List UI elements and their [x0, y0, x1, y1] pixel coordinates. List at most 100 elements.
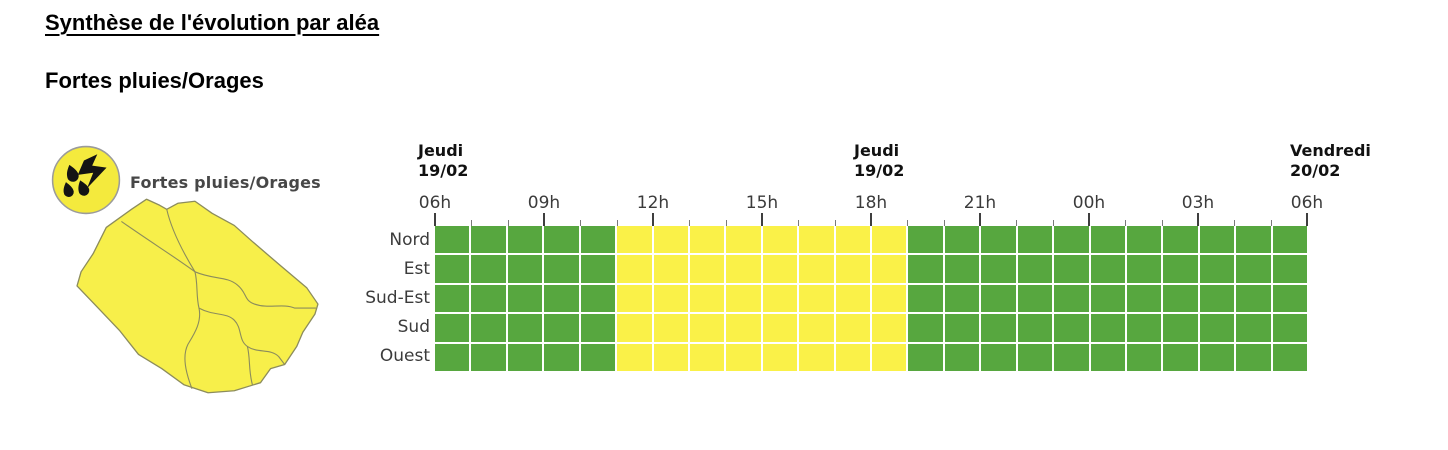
hour-tick: [434, 213, 436, 226]
timeline-cell: [689, 314, 725, 342]
date-marker: Jeudi 19/02: [418, 141, 469, 180]
page-title: Synthèse de l'évolution par aléa: [45, 10, 380, 35]
timeline-cell: [1163, 255, 1198, 283]
row-label: Est: [403, 259, 430, 279]
timeline-cell: [1017, 314, 1053, 342]
hour-tick: [979, 213, 981, 226]
rain-lightning-icon: [50, 144, 122, 220]
timeline-cell: [835, 255, 870, 283]
hour-tick: [1088, 213, 1090, 226]
hour-label: 15h: [745, 193, 779, 213]
timeline-cell: [1236, 255, 1271, 283]
hour-label: 06h: [418, 193, 452, 213]
timeline-cell: [1090, 284, 1125, 313]
timeline-cell: [908, 226, 943, 254]
timeline-cell: [435, 343, 470, 371]
hour-tick: [543, 213, 545, 226]
timeline-cell: [653, 284, 688, 313]
reunion-map: [73, 195, 325, 397]
hour-tick: [507, 220, 509, 226]
timeline-cell: [1236, 226, 1271, 254]
timeline-cell: [653, 343, 688, 371]
timeline-cell: [507, 255, 543, 283]
timeline-cell: [1199, 343, 1235, 371]
timeline-cell: [835, 343, 870, 371]
hour-tick: [725, 220, 727, 226]
timeline-cell: [507, 343, 543, 371]
timeline-cell: [471, 314, 506, 342]
timeline-cell: [507, 284, 543, 313]
timeline-cell: [799, 284, 834, 313]
timeline-cell: [617, 343, 652, 371]
timeline-cell: [689, 343, 725, 371]
timeline-cell: [1199, 314, 1235, 342]
hour-tick: [1306, 213, 1308, 226]
timeline-cell: [872, 226, 907, 254]
timeline-cell: [1017, 343, 1053, 371]
hazard-legend: Fortes pluies/Orages: [50, 144, 321, 220]
timeline-cell: [1272, 284, 1307, 313]
timeline-cell: [1017, 255, 1053, 283]
hour-tick: [1016, 220, 1018, 226]
timeline-cell: [726, 314, 761, 342]
timeline-cell: [981, 314, 1016, 342]
timeline-cell: [1090, 314, 1125, 342]
timeline-cell: [544, 255, 579, 283]
timeline-cell: [689, 255, 725, 283]
hour-label: 06h: [1290, 193, 1324, 213]
hour-label: 18h: [854, 193, 888, 213]
timeline-cell: [981, 284, 1016, 313]
timeline-cell: [1272, 343, 1307, 371]
timeline-cell: [944, 314, 980, 342]
timeline-cell: [835, 314, 870, 342]
hour-tick: [1052, 220, 1054, 226]
timeline-cell: [981, 343, 1016, 371]
timeline-cell: [726, 255, 761, 283]
timeline-cell: [944, 343, 980, 371]
timeline-cell: [1163, 343, 1198, 371]
timeline-cell: [653, 226, 688, 254]
timeline-cell: [689, 284, 725, 313]
timeline-cell: [762, 314, 798, 342]
timeline-cell: [944, 226, 980, 254]
timeline-cell: [617, 255, 652, 283]
hour-tick: [943, 220, 945, 226]
timeline-cell: [617, 284, 652, 313]
timeline-cell: [908, 284, 943, 313]
timeline-cell: [1199, 226, 1235, 254]
timeline-cell: [1236, 343, 1271, 371]
timeline-cell: [471, 343, 506, 371]
timeline-cell: [653, 314, 688, 342]
timeline-cell: [1017, 226, 1053, 254]
hour-tick: [471, 220, 473, 226]
timeline-cell: [471, 284, 506, 313]
timeline-cell: [872, 314, 907, 342]
timeline-cell: [1126, 343, 1162, 371]
timeline-cell: [835, 284, 870, 313]
timeline-cell: [835, 226, 870, 254]
timeline-cell: [1272, 226, 1307, 254]
timeline-cell: [653, 255, 688, 283]
timeline-cell: [799, 255, 834, 283]
hour-label: 09h: [527, 193, 561, 213]
timeline-cell: [435, 255, 470, 283]
timeline-cell: [726, 343, 761, 371]
timeline-cell: [1126, 255, 1162, 283]
timeline-cell: [507, 314, 543, 342]
timeline-cell: [1163, 314, 1198, 342]
row-label: Sud-Est: [365, 288, 430, 308]
timeline-cell: [544, 314, 579, 342]
timeline-cell: [689, 226, 725, 254]
timeline-cell: [908, 255, 943, 283]
timeline-cell: [981, 226, 1016, 254]
hour-tick: [1197, 213, 1199, 226]
timeline-cell: [1017, 284, 1053, 313]
timeline-cell: [617, 226, 652, 254]
timeline-cell: [580, 255, 616, 283]
timeline-cell: [799, 314, 834, 342]
hour-tick: [870, 213, 872, 226]
timeline-cell: [544, 343, 579, 371]
timeline-cell: [507, 226, 543, 254]
timeline-cell: [435, 314, 470, 342]
